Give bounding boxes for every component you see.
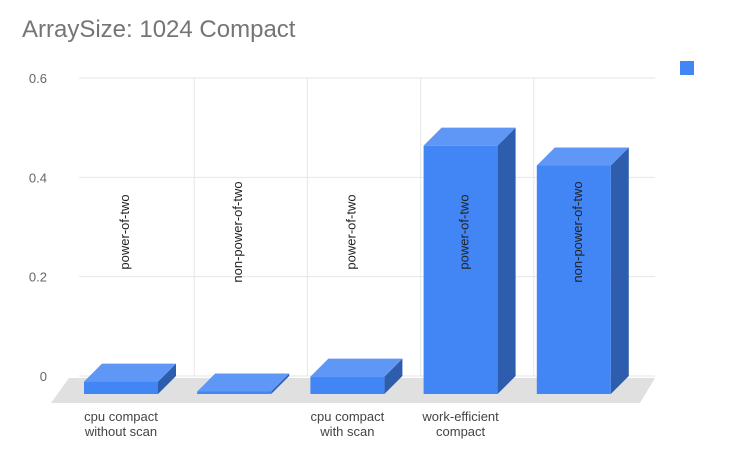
chart-title: ArraySize: 1024 Compact — [22, 16, 296, 43]
bar-top — [197, 373, 290, 392]
bar-data-label: power-of-two — [457, 194, 472, 269]
x-tick-label: compact — [436, 424, 486, 439]
bar-data-label: non-power-of-two — [230, 181, 245, 282]
bar — [84, 381, 158, 394]
bar-data-label: power-of-two — [343, 194, 358, 269]
bar-top — [536, 147, 629, 166]
bar-side — [497, 127, 516, 395]
bar-data-label: power-of-two — [117, 194, 132, 269]
bar-side — [384, 358, 403, 394]
y-tick-label: 0.6 — [29, 71, 47, 86]
legend-swatch[interactable] — [680, 61, 694, 75]
x-tick-label: cpu compact — [84, 409, 158, 424]
y-tick-label: 0.2 — [29, 270, 47, 285]
x-tick-label: work-efficient — [421, 409, 499, 424]
x-tick-label: with scan — [319, 424, 374, 439]
bar — [423, 145, 498, 394]
bar — [310, 376, 385, 394]
x-tick-label: without scan — [84, 424, 157, 439]
bar-side — [158, 363, 176, 394]
bar — [197, 391, 272, 394]
bar-top — [310, 358, 403, 377]
bar — [536, 165, 611, 394]
bar-side — [271, 373, 290, 394]
bar-data-label: non-power-of-two — [570, 181, 585, 282]
y-tick-label: 0.4 — [29, 170, 47, 185]
bar-top — [84, 363, 176, 382]
y-tick-label: 0 — [40, 369, 47, 384]
bar-top — [423, 127, 516, 146]
x-tick-label: cpu compact — [311, 409, 385, 424]
bar-side — [610, 147, 629, 394]
